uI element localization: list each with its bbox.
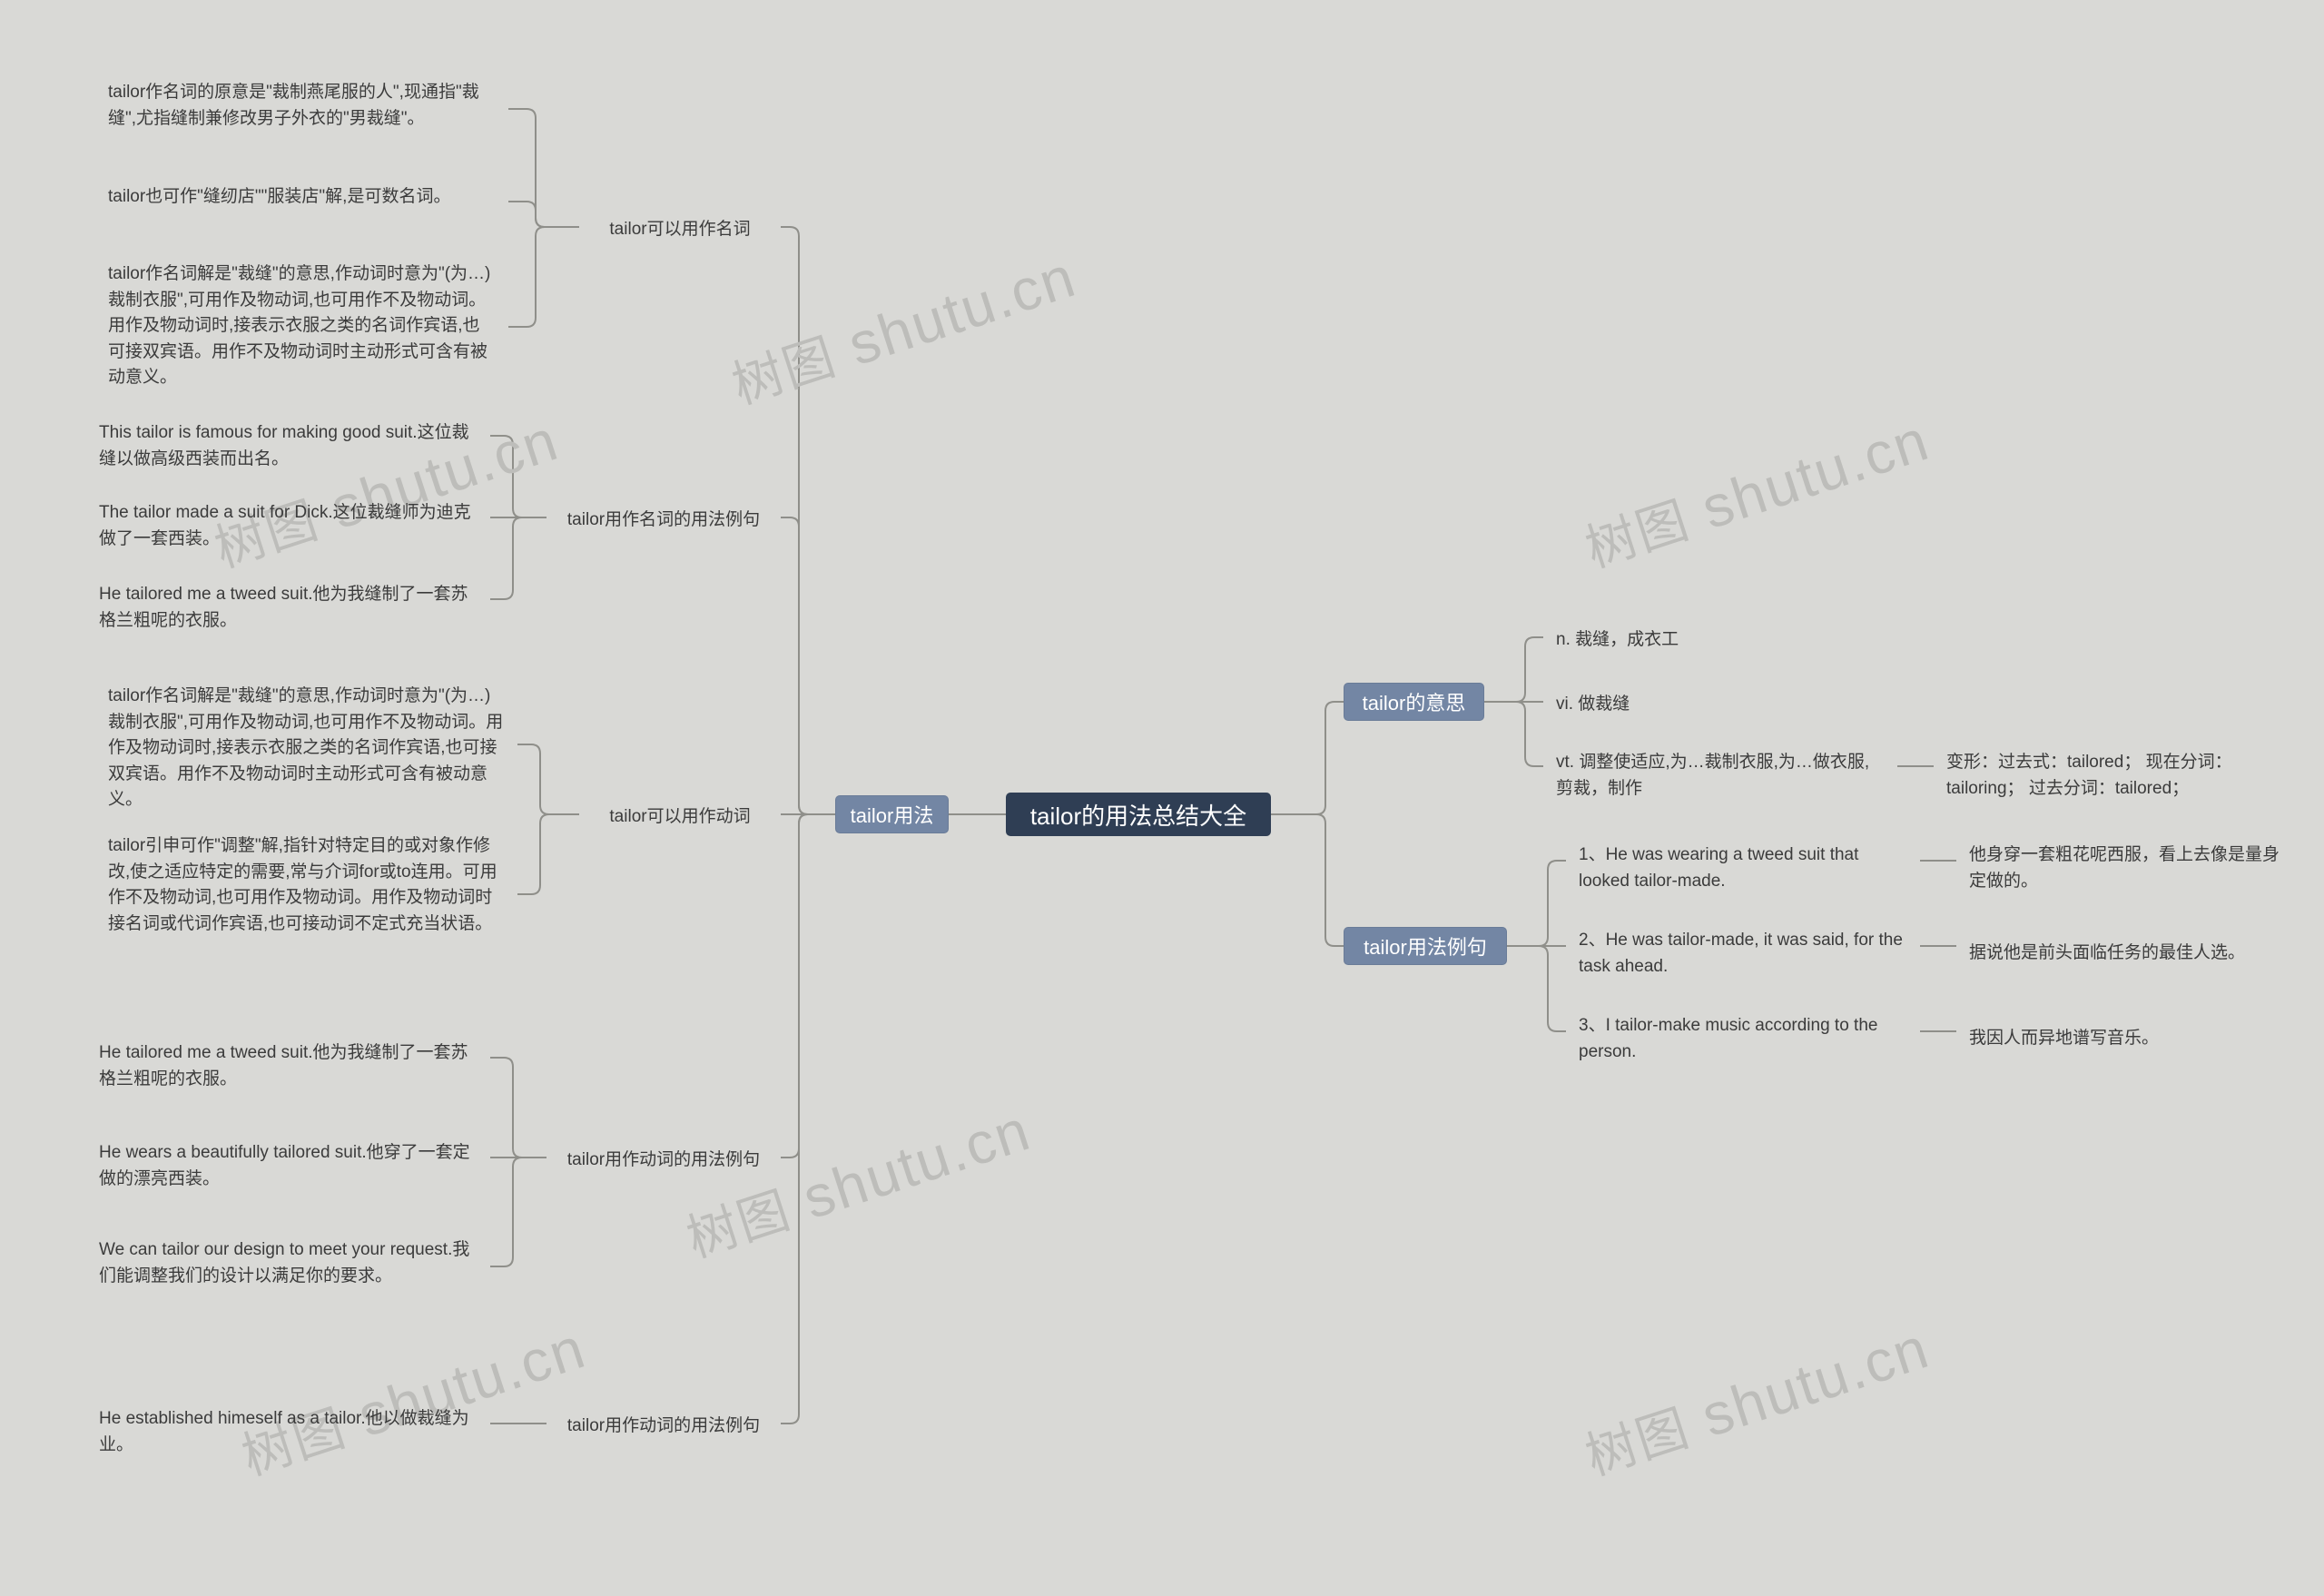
branch-meaning-label: tailor的意思 — [1363, 687, 1466, 716]
root-label: tailor的用法总结大全 — [1030, 798, 1246, 832]
noun-ex-leaf-1: This tailor is famous for making good su… — [86, 413, 490, 479]
example-3-en: 3、I tailor-make music according to the p… — [1566, 1006, 1920, 1072]
branch-examples-label: tailor用法例句 — [1364, 931, 1487, 961]
verb-ex-leaf-3: We can tailor our design to meet your re… — [86, 1230, 490, 1296]
sub-verb[interactable]: tailor可以用作动词 — [579, 802, 781, 827]
noun-leaf-1: tailor作名词的原意是"裁制燕尾服的人",现通指"裁缝",尤指缝制兼修改男子… — [95, 73, 508, 139]
verb-leaf-2: tailor引申可作"调整"解,指针对特定目的或对象作修改,使之适应特定的需要,… — [95, 826, 517, 944]
meaning-vt: vt. 调整使适应,为…裁制衣服,为…做衣服,剪裁，制作 — [1543, 743, 1897, 809]
branch-meaning[interactable]: tailor的意思 — [1344, 683, 1484, 721]
root-node[interactable]: tailor的用法总结大全 — [1006, 793, 1271, 836]
noun-leaf-3: tailor作名词解是"裁缝"的意思,作动词时意为"(为…)裁制衣服",可用作及… — [95, 254, 508, 399]
example-3-cn: 我因人而异地谱写音乐。 — [1956, 1019, 2292, 1059]
example-2-en: 2、He was tailor-made, it was said, for t… — [1566, 921, 1920, 987]
noun-leaf-2: tailor也可作"缝纫店""服装店"解,是可数名词。 — [95, 177, 508, 218]
example-1-en: 1、He was wearing a tweed suit that looke… — [1566, 835, 1920, 901]
verb-ex2-leaf-1: He established himeself as a tailor.他以做裁… — [86, 1399, 490, 1465]
meaning-vt-extra: 变形：过去式：tailored； 现在分词：tailoring； 过去分词：ta… — [1934, 743, 2297, 809]
noun-ex-leaf-3: He tailored me a tweed suit.他为我缝制了一套苏格兰粗… — [86, 575, 490, 641]
verb-ex-leaf-1: He tailored me a tweed suit.他为我缝制了一套苏格兰粗… — [86, 1033, 490, 1099]
verb-leaf-1: tailor作名词解是"裁缝"的意思,作动词时意为"(为…)裁制衣服",可用作及… — [95, 676, 517, 821]
verb-ex-leaf-2: He wears a beautifully tailored suit.他穿了… — [86, 1133, 490, 1199]
branch-usage[interactable]: tailor用法 — [835, 795, 949, 833]
sub-verb-ex[interactable]: tailor用作动词的用法例句 — [547, 1145, 781, 1170]
meaning-n: n. 裁缝，成衣工 — [1543, 625, 1725, 650]
branch-examples[interactable]: tailor用法例句 — [1344, 927, 1507, 965]
noun-ex-leaf-2: The tailor made a suit for Dick.这位裁缝师为迪克… — [86, 493, 490, 559]
meaning-vi: vi. 做裁缝 — [1543, 689, 1725, 714]
example-1-cn: 他身穿一套粗花呢西服，看上去像是量身定做的。 — [1956, 835, 2292, 901]
sub-noun-ex[interactable]: tailor用作名词的用法例句 — [547, 505, 781, 530]
example-2-cn: 据说他是前头面临任务的最佳人选。 — [1956, 933, 2292, 974]
branch-usage-label: tailor用法 — [851, 800, 934, 829]
sub-noun[interactable]: tailor可以用作名词 — [579, 214, 781, 240]
sub-verb-ex2[interactable]: tailor用作动词的用法例句 — [547, 1411, 781, 1436]
